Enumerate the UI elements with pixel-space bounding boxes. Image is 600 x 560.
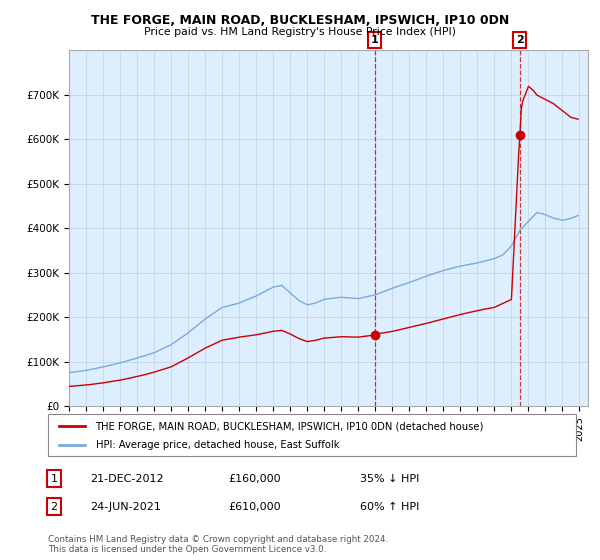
Text: £610,000: £610,000 <box>228 502 281 512</box>
Text: 1: 1 <box>50 474 58 484</box>
Text: 24-JUN-2021: 24-JUN-2021 <box>90 502 161 512</box>
Text: Contains HM Land Registry data © Crown copyright and database right 2024.
This d: Contains HM Land Registry data © Crown c… <box>48 535 388 554</box>
Text: 60% ↑ HPI: 60% ↑ HPI <box>360 502 419 512</box>
Text: HPI: Average price, detached house, East Suffolk: HPI: Average price, detached house, East… <box>95 440 339 450</box>
Text: 21-DEC-2012: 21-DEC-2012 <box>90 474 164 484</box>
Text: 35% ↓ HPI: 35% ↓ HPI <box>360 474 419 484</box>
Text: Price paid vs. HM Land Registry's House Price Index (HPI): Price paid vs. HM Land Registry's House … <box>144 27 456 37</box>
Text: THE FORGE, MAIN ROAD, BUCKLESHAM, IPSWICH, IP10 0DN: THE FORGE, MAIN ROAD, BUCKLESHAM, IPSWIC… <box>91 14 509 27</box>
Text: 2: 2 <box>50 502 58 512</box>
Text: 1: 1 <box>371 35 379 45</box>
FancyBboxPatch shape <box>48 414 576 456</box>
Text: THE FORGE, MAIN ROAD, BUCKLESHAM, IPSWICH, IP10 0DN (detached house): THE FORGE, MAIN ROAD, BUCKLESHAM, IPSWIC… <box>95 421 484 431</box>
Text: £160,000: £160,000 <box>228 474 281 484</box>
Text: 2: 2 <box>516 35 523 45</box>
